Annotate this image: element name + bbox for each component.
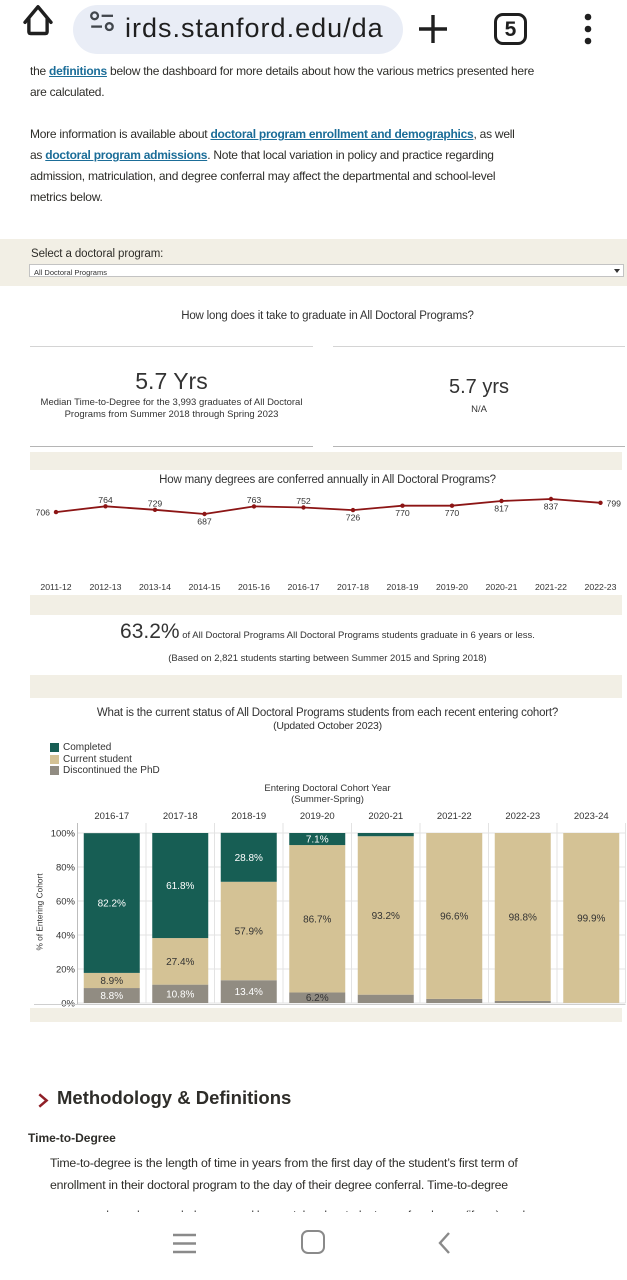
svg-text:2019-20: 2019-20 <box>300 811 335 822</box>
svg-text:60%: 60% <box>56 897 76 908</box>
svg-text:817: 817 <box>494 504 509 514</box>
svg-text:6.2%: 6.2% <box>306 993 329 1004</box>
svg-text:27.4%: 27.4% <box>166 957 194 968</box>
svg-text:20%: 20% <box>56 965 76 976</box>
svg-text:706: 706 <box>36 508 51 518</box>
svg-text:770: 770 <box>445 508 460 518</box>
svg-text:61.8%: 61.8% <box>166 881 194 892</box>
svg-text:687: 687 <box>197 517 212 527</box>
svg-text:% of Entering Cohort: % of Entering Cohort <box>35 873 45 951</box>
svg-text:2023-24: 2023-24 <box>574 811 609 822</box>
svg-text:2020-21: 2020-21 <box>368 811 403 822</box>
svg-text:0%: 0% <box>61 999 75 1009</box>
svg-text:2016-17: 2016-17 <box>94 811 129 822</box>
svg-text:764: 764 <box>98 495 113 505</box>
svg-text:40%: 40% <box>56 931 76 942</box>
svg-text:770: 770 <box>395 508 410 518</box>
svg-text:752: 752 <box>296 496 311 506</box>
svg-text:2018-19: 2018-19 <box>231 811 266 822</box>
svg-text:8.9%: 8.9% <box>100 976 123 987</box>
svg-text:99.9%: 99.9% <box>577 913 605 924</box>
svg-text:726: 726 <box>346 513 361 523</box>
svg-text:57.9%: 57.9% <box>235 927 263 938</box>
svg-text:799: 799 <box>607 498 622 508</box>
svg-text:729: 729 <box>148 498 163 508</box>
svg-text:13.4%: 13.4% <box>235 987 263 998</box>
svg-text:96.6%: 96.6% <box>440 911 468 922</box>
svg-text:763: 763 <box>247 495 262 505</box>
svg-text:28.8%: 28.8% <box>235 853 263 864</box>
svg-text:8.8%: 8.8% <box>100 991 123 1002</box>
svg-text:100%: 100% <box>51 829 76 840</box>
svg-text:82.2%: 82.2% <box>98 899 126 910</box>
svg-text:7.1%: 7.1% <box>306 835 329 846</box>
svg-text:80%: 80% <box>56 863 76 874</box>
svg-text:2017-18: 2017-18 <box>163 811 198 822</box>
svg-text:98.8%: 98.8% <box>509 912 537 923</box>
svg-text:10.8%: 10.8% <box>166 989 194 1000</box>
svg-text:837: 837 <box>544 502 559 512</box>
svg-text:93.2%: 93.2% <box>372 911 400 922</box>
svg-text:86.7%: 86.7% <box>303 914 331 925</box>
svg-text:2022-23: 2022-23 <box>505 811 540 822</box>
svg-text:2021-22: 2021-22 <box>437 811 472 822</box>
